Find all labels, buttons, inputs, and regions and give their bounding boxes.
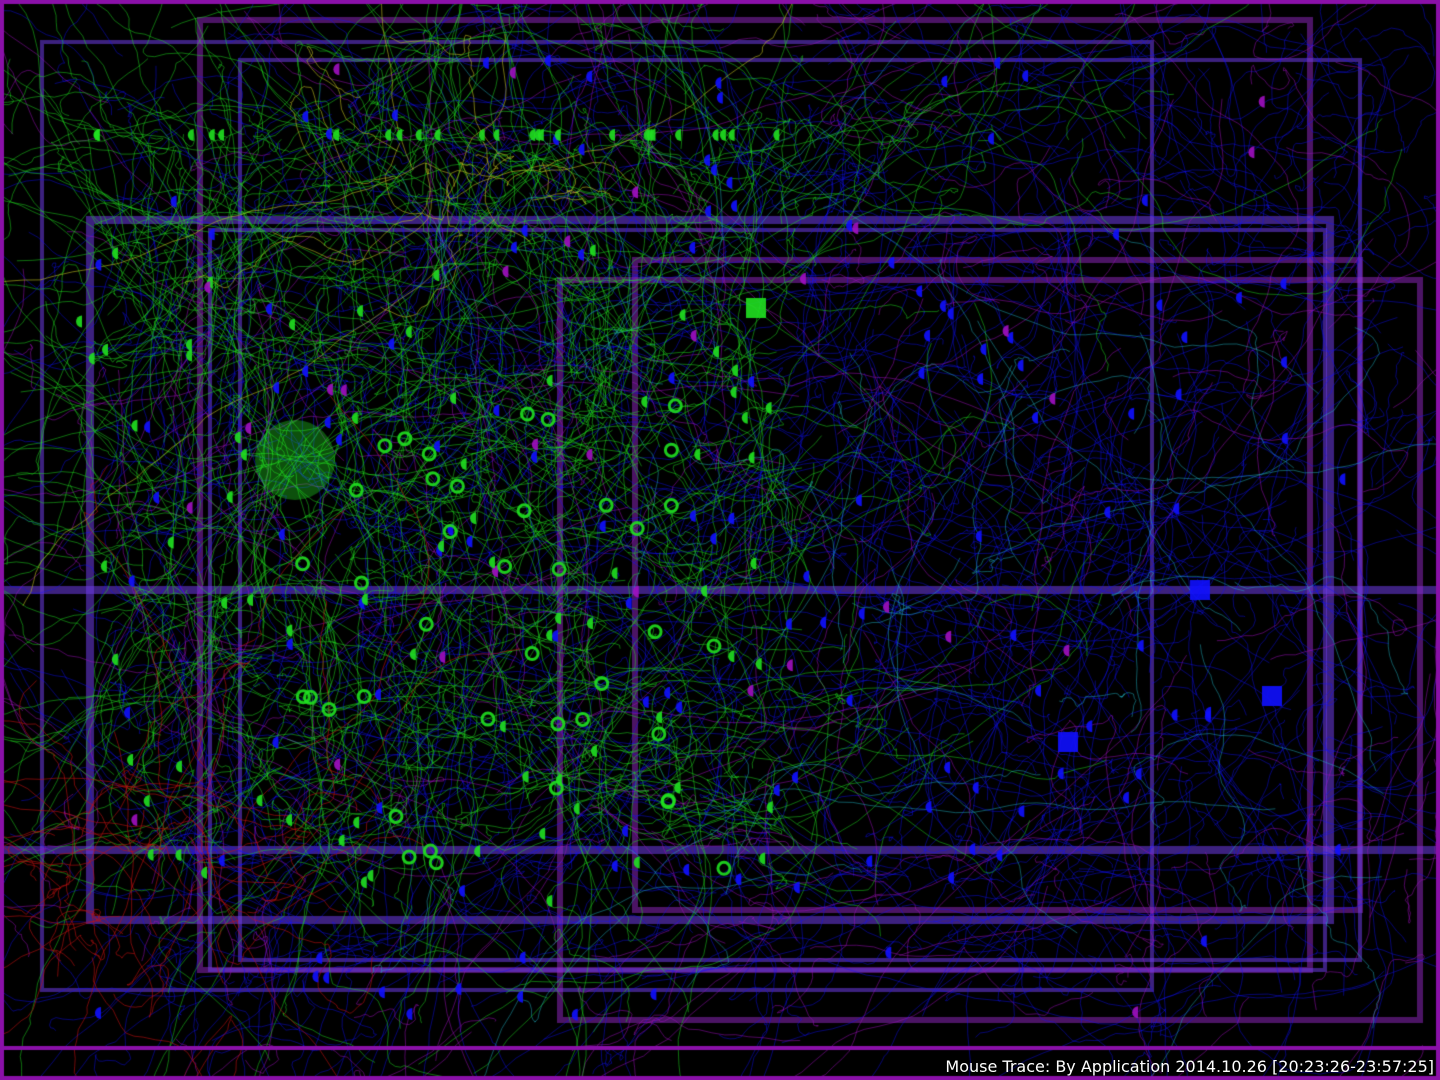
- caption: Mouse Trace: By Application 2014.10.26 […: [945, 1057, 1434, 1076]
